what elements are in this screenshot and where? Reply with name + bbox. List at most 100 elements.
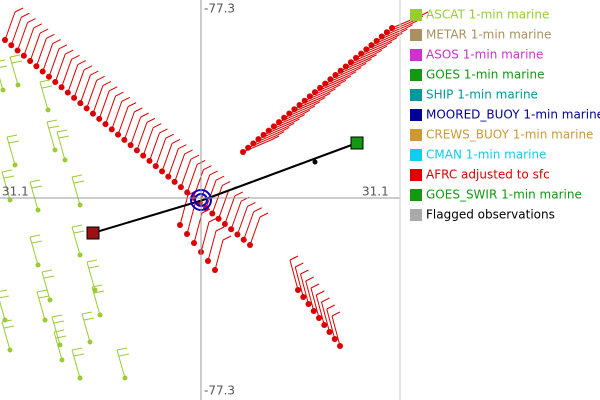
wind-barb-flag (6, 134, 18, 138)
observation-dot (331, 336, 338, 342)
wind-barb-flag (152, 123, 162, 129)
wind-barb (54, 53, 66, 83)
observation-dot (321, 322, 328, 328)
observation-dot (15, 82, 21, 88)
wind-barb (71, 176, 81, 206)
wind-barb (315, 294, 325, 326)
wind-barb-flag (409, 20, 418, 25)
wind-barb (205, 180, 217, 209)
wind-barb-flag (253, 207, 262, 213)
wind-barb-flag (73, 180, 85, 184)
observation-dot (20, 52, 27, 59)
legend-swatch (410, 169, 422, 181)
wind-barb-flag (296, 114, 305, 120)
wind-barb (48, 48, 60, 77)
observation-dot (33, 63, 40, 70)
wind-barb (174, 153, 186, 183)
wind-barb-flag (127, 102, 137, 108)
wind-barb-flag (83, 317, 95, 321)
legend-swatch (410, 69, 422, 81)
legend-label: ASOS 1-min marine (426, 48, 543, 62)
wind-barb (218, 190, 230, 219)
wind-barb (73, 69, 85, 98)
wind-barb-flag (259, 212, 269, 218)
wind-barb-flag (88, 265, 100, 269)
observation-dot (97, 312, 103, 318)
wind-barb-flag (321, 297, 330, 303)
observation-dot (92, 287, 98, 293)
wind-barb (36, 291, 46, 321)
wind-barb (92, 85, 104, 114)
observation-dot (35, 207, 41, 213)
wind-barb-flag (316, 290, 325, 296)
observation-dot (27, 58, 34, 65)
wind-barb-flag (388, 37, 398, 43)
observation-dot (89, 110, 96, 117)
observation-dot (122, 375, 128, 381)
wind-barb (67, 64, 79, 93)
wind-barb-flag (55, 335, 67, 339)
wind-barb-flag (93, 290, 105, 294)
wind-barb (186, 164, 198, 193)
wind-barb-flag (190, 154, 200, 160)
wind-barb-flag (0, 65, 8, 68)
wind-barb-flag (300, 269, 309, 275)
legend-label: CREWS_BUOY 1-min marine (426, 128, 593, 142)
observation-dot (326, 329, 333, 335)
observation-dot (7, 197, 13, 203)
observation-dot (45, 107, 51, 113)
wind-barb-flag (0, 59, 6, 62)
wind-barb-flag (11, 60, 23, 64)
wind-barb-flag (171, 138, 181, 144)
wind-barb-flag (36, 289, 48, 293)
wind-barb-flag (29, 179, 41, 183)
wind-barb-flag (247, 202, 256, 207)
observation-dot (115, 131, 122, 138)
wind-barb-flag (270, 135, 280, 141)
wind-barb-flag (234, 191, 244, 197)
observation-dot (177, 222, 183, 228)
wind-barb (86, 261, 96, 291)
wind-barb-flag (208, 217, 218, 223)
observation-dot (306, 93, 313, 100)
wind-barb-flag (46, 119, 58, 123)
observation-dot (52, 147, 58, 153)
observation-dot (221, 220, 228, 227)
wind-barb (331, 315, 341, 347)
wind-barb-flag (134, 107, 143, 113)
wind-barb (53, 331, 63, 361)
wind-barb-flag (306, 105, 316, 111)
observation-dot (240, 149, 246, 155)
wind-barb-flag (378, 45, 388, 51)
observation-dot (327, 76, 334, 83)
wind-barb (123, 111, 135, 141)
wind-barb (155, 137, 167, 167)
wind-barb (17, 22, 29, 51)
legend-swatch (410, 29, 422, 41)
legend-swatch (410, 129, 422, 141)
observation-dot (102, 121, 109, 128)
observation-dot (296, 101, 303, 108)
wind-barb-flag (115, 91, 124, 97)
wind-barb-flag (73, 230, 85, 234)
legend-label: GOES_SWIR 1-min marine (426, 188, 582, 202)
bottom-label: -77.3 (204, 384, 235, 398)
observation-dot (281, 114, 288, 121)
wind-barb-flag (31, 240, 43, 244)
observation-dot (270, 123, 277, 130)
wind-barb-flag (322, 92, 331, 98)
wind-barb-flag (140, 112, 149, 118)
wind-barb (186, 203, 196, 235)
wind-barb-flag (39, 28, 49, 34)
legend-label: AFRC adjusted to sfc (426, 168, 550, 182)
wind-barb (117, 106, 129, 135)
observation-dot (87, 339, 93, 345)
observation-dot (265, 127, 272, 134)
wind-barb-flag (86, 259, 98, 263)
wind-barb-flag (146, 117, 156, 123)
wind-barb-flag (58, 135, 70, 139)
wind-barb (200, 221, 210, 253)
wind-barb-flag (222, 181, 231, 186)
observation-dot (47, 297, 53, 303)
